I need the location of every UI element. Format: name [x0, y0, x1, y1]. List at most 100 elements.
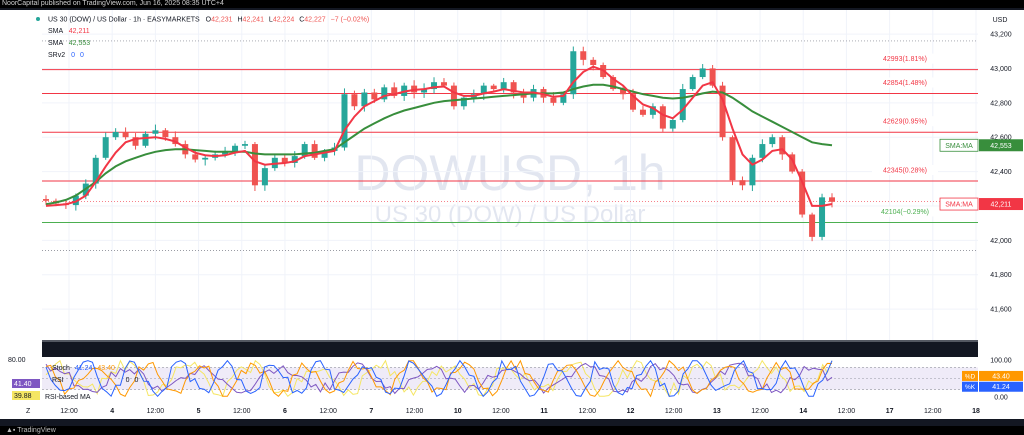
candle-body	[421, 89, 428, 93]
price-pane[interactable]	[42, 10, 978, 340]
candle-body	[570, 51, 577, 95]
candle-body	[371, 92, 378, 100]
legend-sma1-value: 42,211	[69, 28, 90, 35]
time-axis	[42, 403, 978, 419]
svg-text:SMA 42,553: SMA 42,553	[48, 40, 90, 47]
indicator-axis: 100.00 0.00 %D 43.40 %K 41.24	[962, 358, 1023, 402]
stoch-d-legend: 43.40	[97, 365, 115, 372]
candle-body	[381, 87, 388, 100]
publisher-line: NoorCapital published on TradingView.com…	[0, 0, 1024, 8]
left-margin	[0, 10, 42, 419]
candle-body	[809, 214, 816, 237]
candle-body	[829, 197, 835, 202]
candle-body	[431, 82, 438, 90]
zoom-button[interactable]: Z	[26, 408, 31, 415]
stoch-label: Stoch	[52, 365, 70, 372]
y-tick-label: 41,800	[990, 272, 1012, 279]
candle-body	[291, 156, 298, 163]
x-tick-label: 12:00	[233, 408, 251, 415]
x-tick-label: 12:00	[924, 408, 942, 415]
candle-body	[709, 68, 716, 86]
x-tick-label: 12:00	[751, 408, 769, 415]
legend-h-label: H	[237, 17, 242, 24]
rsi-top-tick: 80.00	[8, 357, 26, 364]
osc-tag-box	[962, 370, 978, 381]
candle-body	[202, 157, 209, 160]
candle-body	[72, 195, 79, 206]
svg-text:Stoch 41.24 43: Stoch 41.24 43.40	[52, 365, 115, 372]
candle-body	[440, 82, 447, 86]
sma-slow-line	[45, 83, 833, 206]
candle-body	[361, 92, 368, 107]
price-axis[interactable]	[978, 10, 1024, 419]
candle-body	[241, 144, 248, 146]
x-tick-label: 18	[972, 408, 980, 415]
osc-value-box	[979, 381, 1023, 392]
candle-body	[630, 94, 637, 110]
y-tick-label: 42,600	[990, 135, 1012, 142]
candle-body	[251, 144, 258, 186]
svg-text:SMA 42,211: SMA 42,211	[48, 28, 90, 35]
indicator-pane[interactable]	[42, 357, 978, 403]
rsi-extra-a: 0	[126, 377, 130, 384]
svg-text:SRv2 0 0: SRv2 0 0	[48, 52, 84, 59]
y-tick-label: 43,000	[990, 66, 1012, 73]
level-label: 42345(0.28%)	[883, 168, 927, 175]
candle-body	[659, 106, 666, 129]
candle-body	[43, 199, 49, 201]
x-tick-label: 17	[886, 408, 894, 415]
x-axis-ticks: 12:00 4 12:00 5 12:00 6 12:00 7 12:00 10 12:00 11 12…	[60, 408, 980, 415]
candle-body	[232, 145, 239, 151]
level-label-box	[872, 165, 938, 176]
legend-sma1-label: SMA	[48, 28, 64, 35]
price-tag-label-box	[939, 197, 979, 211]
x-tick-label: 7	[369, 408, 373, 415]
legend: US 30 (DOW) / US Dollar · 1h · EASYMARKE…	[36, 17, 369, 59]
rsi-label: RSI	[52, 377, 64, 384]
candle-body	[739, 180, 746, 186]
tradingview-logo: ▲▪ TradingView	[6, 426, 56, 435]
osc-tag-box	[962, 381, 978, 392]
legend-sma2-label: SMA	[48, 40, 64, 47]
rsi-value: 41.40	[14, 381, 32, 388]
candle-body	[132, 137, 139, 146]
candle-body	[142, 133, 149, 146]
candle-body	[719, 85, 726, 138]
x-tick-label: 10	[454, 408, 462, 415]
candle-body	[580, 51, 587, 60]
svg-text:RSI 0 0: RSI 0 0	[52, 377, 138, 384]
x-tick-label: 12:00	[579, 408, 597, 415]
price-tag-label-box	[939, 138, 979, 152]
sma-fast-line	[45, 65, 833, 207]
y-tick-label: 43,200	[990, 32, 1012, 39]
osc-tick-0: 0.00	[994, 395, 1008, 402]
x-tick-label: 11	[540, 408, 548, 415]
svg-text:US 30 (DOW) / US Dollar · 1h ·: US 30 (DOW) / US Dollar · 1h · EASYMARKE…	[48, 17, 369, 24]
stoch-k-legend: 41.24	[75, 365, 93, 372]
price-tag-value: 42,211	[991, 202, 1012, 209]
osc-tick-100: 100.00	[990, 358, 1012, 365]
candle-body	[311, 144, 318, 158]
x-tick-label: 12:00	[838, 408, 856, 415]
price-tag-value-box	[979, 198, 1023, 211]
x-tick-label: 14	[799, 408, 807, 415]
x-tick-label: 12:00	[406, 408, 424, 415]
x-tick-label: 4	[110, 408, 114, 415]
x-tick-label: 12:00	[319, 408, 337, 415]
price-tag-value: 42,553	[990, 143, 1012, 150]
y-tick-label: 41,600	[990, 307, 1012, 314]
x-tick-label: 12:00	[492, 408, 510, 415]
level-label: 42629(0.95%)	[883, 119, 927, 126]
candle-body	[620, 89, 627, 95]
candle-body	[649, 106, 656, 115]
candle-body	[162, 130, 169, 138]
price-tag-label: SMA:MA	[945, 202, 973, 209]
candle-body	[779, 137, 786, 155]
legend-srv-b: 0	[80, 52, 84, 59]
candle-body	[152, 130, 159, 134]
candle-body	[192, 154, 199, 160]
legend-change: −7 (−0.02%)	[331, 17, 370, 24]
candle-body	[92, 157, 99, 184]
